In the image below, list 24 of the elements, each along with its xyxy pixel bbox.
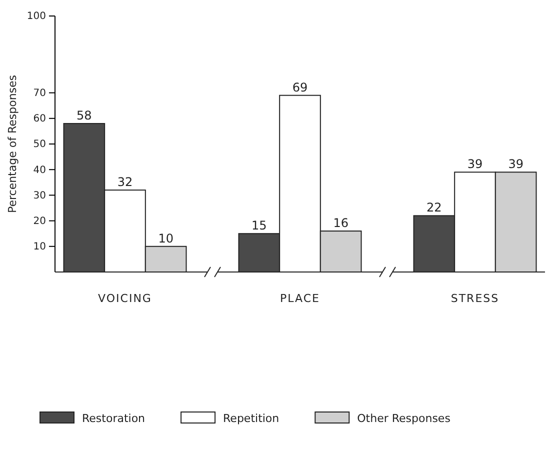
y-tick-label: 20 (33, 216, 46, 227)
data-label: 39 (508, 157, 524, 172)
y-tick-label: 40 (33, 164, 46, 176)
data-label: 32 (117, 175, 133, 190)
data-label: 10 (158, 231, 174, 246)
y-tick-label: 10 (33, 242, 46, 253)
y-tick-label: 70 (33, 88, 46, 99)
data-label: 58 (76, 108, 92, 123)
y-tick-label: 30 (33, 190, 46, 202)
y-tick-label: 60 (33, 114, 46, 125)
legend-label: Restoration (82, 412, 146, 425)
y-axis-title: Percentage of Responses (6, 74, 19, 214)
data-label: 69 (292, 80, 308, 94)
legend-label: Other Responses (357, 412, 451, 425)
data-label: 22 (426, 200, 442, 215)
x-tick-label: STRESS (450, 292, 500, 305)
data-label: 39 (467, 157, 483, 172)
legend-label: Repetition (223, 412, 280, 425)
y-tick-label: 100 (26, 11, 46, 22)
x-tick-label: PLACE (280, 292, 320, 305)
data-label: 15 (252, 218, 267, 233)
data-label: 16 (333, 216, 348, 230)
x-tick-label: VOICING (98, 292, 152, 305)
y-tick-label: 50 (33, 139, 46, 150)
